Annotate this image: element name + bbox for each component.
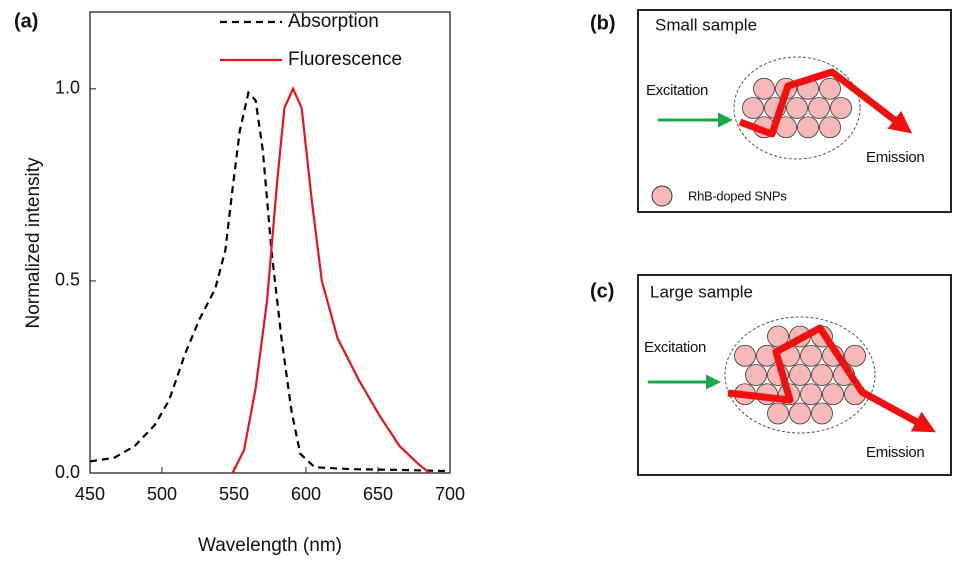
legend-label: Fluorescence (288, 49, 402, 70)
particle (789, 402, 811, 425)
x-tick-label: 450 (75, 484, 105, 504)
legend-label: Absorption (288, 11, 379, 32)
panel-box (637, 9, 952, 213)
x-tick-label: 550 (219, 484, 249, 504)
particle-cluster (733, 56, 861, 160)
particle (800, 344, 822, 367)
emission-label: Emission (866, 444, 924, 461)
particle (830, 97, 852, 119)
excitation-label: Excitation (646, 82, 708, 99)
line-series (231, 86, 431, 474)
panel-box (637, 274, 952, 476)
particle (797, 116, 819, 139)
x-axis-label: Wavelength (nm) (198, 535, 342, 556)
particle (786, 97, 808, 119)
particle (822, 383, 844, 406)
x-tick-label: 650 (363, 484, 393, 504)
legend-particle (651, 185, 673, 207)
emission-label: Emission (866, 149, 924, 166)
particle (745, 364, 767, 386)
particle (800, 383, 822, 406)
y-tick-label: 1.0 (55, 78, 80, 98)
y-tick-label: 0.5 (55, 270, 80, 290)
legend-label: RhB-doped SNPs (688, 188, 787, 203)
line-series (89, 90, 451, 473)
emission-path (738, 68, 913, 138)
particle (811, 364, 833, 386)
plot-frame (89, 11, 451, 474)
emission-path (727, 324, 936, 433)
particle (742, 97, 764, 119)
panel-title: Large sample (650, 282, 753, 301)
particle (753, 77, 775, 100)
x-tick-label: 500 (147, 484, 177, 504)
particle (808, 97, 830, 119)
particle (819, 77, 841, 100)
y-tick-label: 0.0 (55, 462, 80, 482)
panel-title: Small sample (655, 15, 757, 34)
x-tick-label: 600 (291, 484, 321, 504)
particle (819, 116, 841, 139)
panel-label: (c) (590, 280, 614, 302)
particle (789, 364, 811, 386)
excitation-label: Excitation (644, 339, 706, 356)
particle (811, 402, 833, 425)
x-tick-label: 700 (435, 484, 465, 504)
y-axis-label: Normalized intensity (23, 157, 44, 329)
panel-label: (b) (590, 12, 616, 34)
particle (844, 344, 866, 367)
particle (767, 402, 789, 425)
particle (734, 344, 756, 367)
panel-label: (a) (14, 10, 38, 32)
